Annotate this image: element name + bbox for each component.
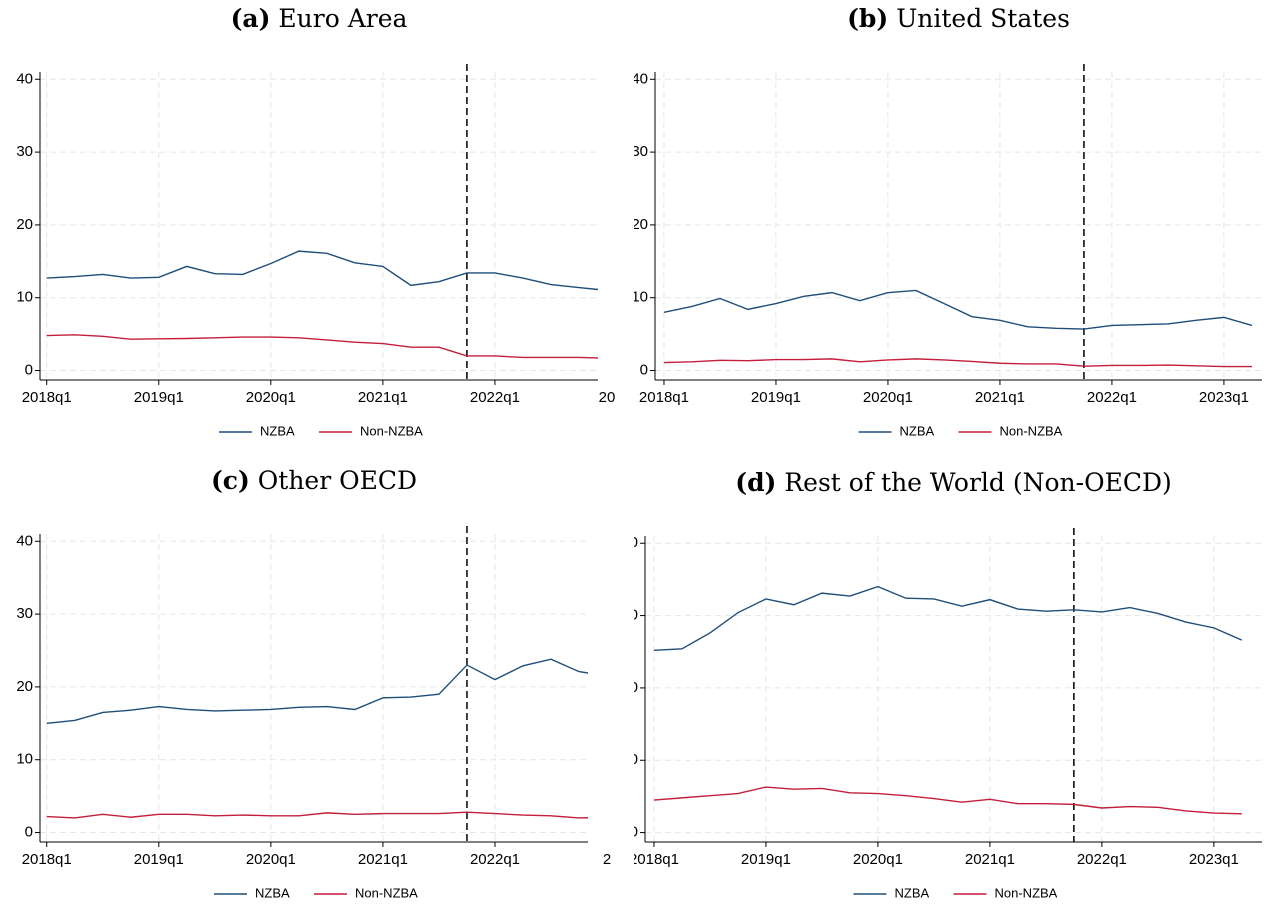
x-tick-label: 2019q1 xyxy=(741,851,791,868)
panel: (c) Other OECD 0 10 20 30 40 2018q1 2019q1 2020q… xyxy=(16,466,611,901)
y-tick-label: 40 xyxy=(16,70,33,87)
x-tick-label: 2018q1 xyxy=(22,851,72,868)
y-tick-label: 40 xyxy=(634,534,638,551)
legend-label: Non-NZBA xyxy=(355,885,418,900)
panel-title: (c) Other OECD xyxy=(211,466,417,495)
x-tick-label: 2020q1 xyxy=(246,389,296,406)
panel-title: (a) Euro Area xyxy=(231,4,408,33)
series-line xyxy=(653,585,1243,651)
panel: (a) Euro Area 0 10 20 30 40 2018q1 2019q1 2020q1… xyxy=(16,4,616,439)
y-tick-label: 10 xyxy=(16,751,33,768)
legend-label: Non-NZBA xyxy=(360,423,423,438)
series-line xyxy=(46,250,598,291)
x-tick-label: 2020q1 xyxy=(863,389,913,406)
panel-label: (d) xyxy=(735,468,776,497)
x-tick-label: 2022q1 xyxy=(470,851,520,868)
series-line xyxy=(653,786,1242,815)
panel-label: (b) xyxy=(847,4,888,33)
legend-label: NZBA xyxy=(260,423,295,438)
series-line xyxy=(46,658,588,725)
x-tick-label: 2018q1 xyxy=(634,851,679,868)
x-tick-label: 2022q1 xyxy=(1077,851,1127,868)
y-tick-label: 20 xyxy=(16,678,33,695)
panel: (b) United States 0 10 20 30 40 2018q1 2019q1 20… xyxy=(634,4,1262,438)
x-tick-label: 2019q1 xyxy=(134,851,184,868)
y-tick-label: 0 xyxy=(640,362,648,379)
y-tick-label: 20 xyxy=(634,679,638,696)
y-tick-label: 30 xyxy=(16,605,33,622)
x-tick-label: 2021q1 xyxy=(965,851,1015,868)
x-tick-label: 2023q1 xyxy=(1189,851,1239,868)
x-tick-label: 2019q1 xyxy=(134,389,184,406)
panel-label: (c) xyxy=(211,466,250,495)
panel-label: (a) xyxy=(231,4,271,33)
x-tick-label: 2 xyxy=(603,851,611,868)
y-tick-label: 0 xyxy=(25,824,33,841)
legend-label: NZBA xyxy=(900,423,935,438)
legend-label: NZBA xyxy=(895,885,930,900)
y-tick-label: 10 xyxy=(634,289,648,306)
y-tick-label: 0 xyxy=(634,824,638,841)
y-tick-label: 10 xyxy=(16,289,33,306)
y-tick-label: 20 xyxy=(634,216,648,233)
series-line xyxy=(663,289,1253,330)
x-tick-label: 2022q1 xyxy=(1087,389,1137,406)
y-tick-label: 40 xyxy=(16,532,33,549)
panel-title-text: Euro Area xyxy=(278,4,407,33)
x-tick-label: 2023q1 xyxy=(1199,389,1249,406)
y-tick-label: 0 xyxy=(25,362,33,379)
series-line xyxy=(46,334,598,359)
x-tick-label: 2021q1 xyxy=(975,389,1025,406)
x-tick-label: 2020q1 xyxy=(853,851,903,868)
panel-title-text: Other OECD xyxy=(258,466,417,495)
x-tick-label: 2018q1 xyxy=(22,389,72,406)
legend-label: Non-NZBA xyxy=(1000,423,1063,438)
x-tick-label: 2021q1 xyxy=(358,851,408,868)
x-tick-label: 2021q1 xyxy=(358,389,408,406)
panel-title-text: Rest of the World (Non-OECD) xyxy=(784,468,1171,497)
x-tick-label: 2019q1 xyxy=(751,389,801,406)
y-tick-label: 30 xyxy=(634,607,638,624)
panel-title: (d) Rest of the World (Non-OECD) xyxy=(735,468,1172,497)
panel-title: (b) United States xyxy=(847,4,1070,33)
y-tick-label: 30 xyxy=(16,143,33,160)
series-line xyxy=(46,811,588,819)
x-tick-label: 20 xyxy=(599,389,616,406)
x-tick-label: 2022q1 xyxy=(470,389,520,406)
panel: (d) Rest of the World (Non-OECD) 0 10 20 30 4… xyxy=(634,468,1262,900)
y-tick-label: 10 xyxy=(634,751,638,768)
y-tick-label: 20 xyxy=(16,216,33,233)
legend-label: Non-NZBA xyxy=(995,885,1058,900)
series-line xyxy=(663,358,1252,368)
x-tick-label: 2018q1 xyxy=(639,389,689,406)
x-tick-label: 2020q1 xyxy=(246,851,296,868)
y-tick-label: 40 xyxy=(634,70,648,87)
panel-title-text: United States xyxy=(896,4,1070,33)
y-tick-label: 30 xyxy=(634,143,648,160)
legend-label: NZBA xyxy=(255,885,290,900)
